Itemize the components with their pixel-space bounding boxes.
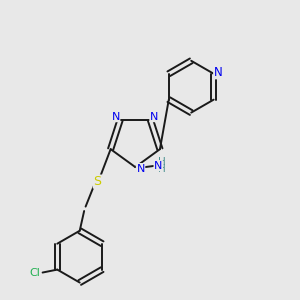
Text: N: N: [150, 112, 158, 122]
Text: N: N: [214, 66, 223, 79]
Text: Cl: Cl: [30, 268, 40, 278]
Text: H: H: [158, 157, 166, 167]
Text: H: H: [158, 164, 166, 174]
Text: N: N: [154, 160, 162, 171]
Text: N: N: [111, 112, 120, 122]
Text: N: N: [136, 164, 145, 173]
Text: S: S: [93, 175, 101, 188]
